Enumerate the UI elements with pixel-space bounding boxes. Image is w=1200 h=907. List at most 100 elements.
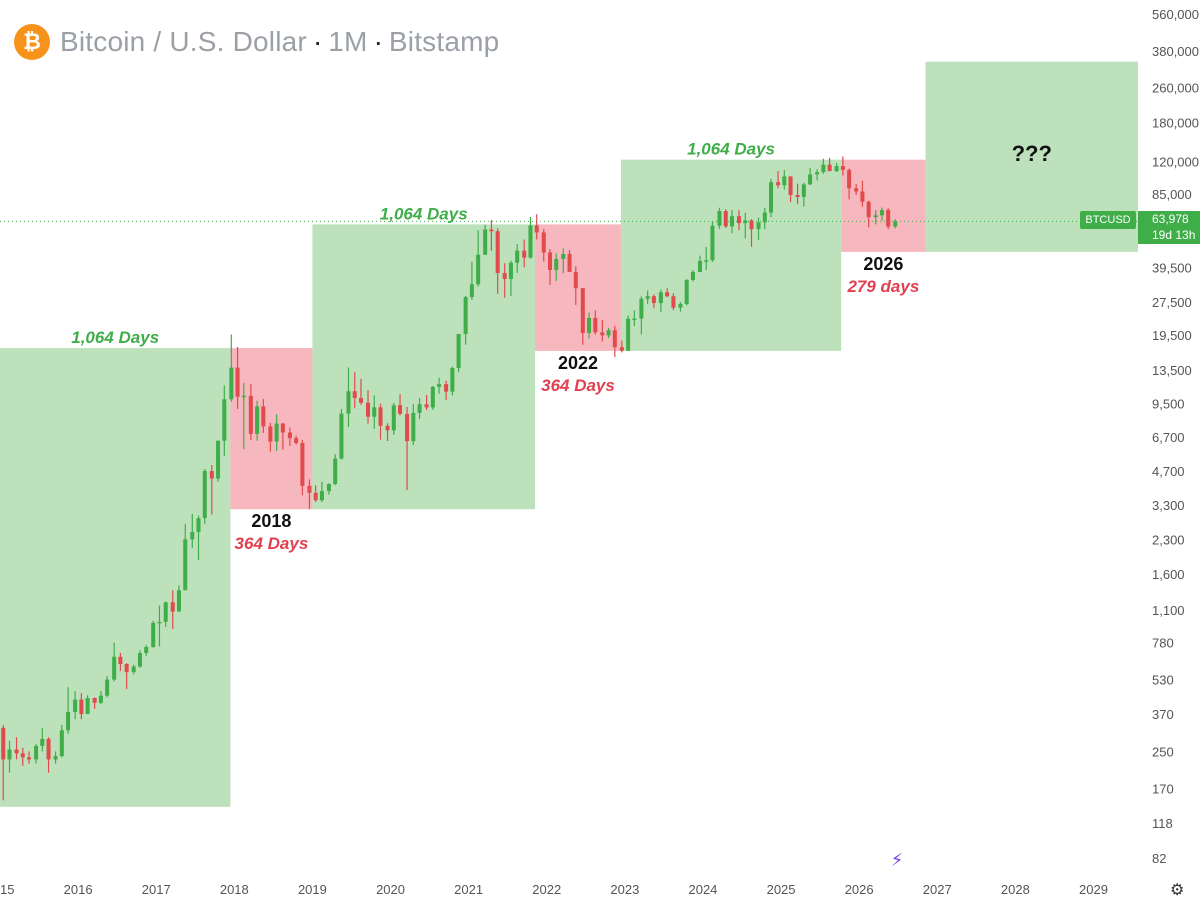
- candle-body: [170, 602, 175, 612]
- candle-countdown: 19d 13h: [1152, 228, 1196, 242]
- candle-body: [372, 407, 377, 417]
- candle-body: [893, 221, 898, 227]
- candle-body: [430, 386, 435, 408]
- y-axis-tick-label: 13,500: [1152, 363, 1192, 378]
- bull-cycle-box-4: [620, 159, 842, 351]
- x-axis-tick-label: 2028: [1001, 882, 1030, 897]
- candle-body: [437, 384, 442, 387]
- x-axis-tick-label: 2016: [64, 882, 93, 897]
- candle-body: [124, 663, 129, 673]
- bull-cycle-box-0: [0, 348, 231, 807]
- x-axis-tick-label: 2025: [767, 882, 796, 897]
- settings-gear-icon[interactable]: ⚙: [1170, 882, 1185, 899]
- candle-body: [665, 292, 670, 297]
- candle-body: [346, 391, 351, 414]
- y-axis-tick-label: 530: [1152, 673, 1174, 688]
- candle-body: [632, 318, 637, 321]
- candle-body: [547, 252, 553, 270]
- candle-body: [216, 440, 221, 479]
- y-axis-tick-label: 2,300: [1152, 532, 1185, 547]
- candle-body: [749, 220, 754, 230]
- candle-body: [294, 438, 299, 443]
- y-axis-tick-label: 4,700: [1152, 464, 1185, 479]
- candle-body: [385, 425, 390, 431]
- candle-body: [163, 602, 168, 622]
- candle-body: [183, 539, 188, 591]
- y-axis-tick-label: 27,500: [1152, 295, 1192, 310]
- x-axis-tick-label: 2018: [220, 882, 249, 897]
- candle-body: [235, 367, 240, 397]
- y-axis-tick-label: 120,000: [1152, 154, 1199, 169]
- candle-body: [59, 730, 64, 757]
- x-axis-tick-label: 2019: [298, 882, 327, 897]
- candle-body: [20, 753, 25, 758]
- candle-body: [801, 184, 806, 198]
- candle-body: [274, 423, 279, 442]
- x-axis-tick-label: 2027: [923, 882, 952, 897]
- bitcoin-icon: ₿: [14, 24, 50, 60]
- candle-body: [190, 532, 195, 540]
- candle-body: [261, 406, 266, 427]
- candle-body: [600, 332, 605, 336]
- candle-body: [73, 699, 78, 712]
- bear-cycle-box-3: [535, 224, 621, 351]
- candle-body: [424, 404, 429, 408]
- bull-duration-label: 1,064 Days: [380, 204, 468, 223]
- candle-body: [795, 194, 800, 198]
- candle-body: [821, 164, 826, 173]
- candle-body: [704, 260, 709, 262]
- candle-body: [202, 470, 207, 519]
- candle-body: [743, 220, 748, 224]
- candle-body: [567, 253, 572, 272]
- candle-body: [541, 232, 546, 253]
- candle-body: [14, 749, 19, 754]
- candle-body: [46, 738, 51, 760]
- y-axis-tick-label: 19,500: [1152, 328, 1192, 343]
- candle-body: [593, 317, 598, 333]
- candle-body: [118, 656, 123, 664]
- candle-body: [463, 297, 468, 334]
- candle-body: [573, 271, 578, 289]
- candle-body: [287, 432, 292, 439]
- bear-duration-label: 364 Days: [235, 534, 309, 553]
- y-axis-tick-label: 6,700: [1152, 430, 1185, 445]
- interval-label[interactable]: 1M: [328, 26, 368, 57]
- candle-body: [34, 745, 39, 760]
- candle-body: [528, 225, 533, 258]
- candle-body: [626, 318, 631, 351]
- y-axis-tick-label: 39,500: [1152, 260, 1192, 275]
- symbol-title[interactable]: Bitcoin / U.S. Dollar: [60, 26, 307, 57]
- candle-body: [854, 188, 859, 192]
- candle-body: [554, 258, 559, 270]
- candle-body: [391, 405, 396, 431]
- candle-body: [255, 406, 260, 434]
- candle-body: [339, 413, 344, 459]
- candle-body: [879, 209, 884, 216]
- candle-body: [85, 698, 90, 714]
- candle-body: [736, 216, 742, 224]
- candle-body: [645, 296, 650, 299]
- candle-body: [131, 666, 136, 673]
- candle-body: [684, 280, 689, 304]
- x-axis-tick-label: 2026: [845, 882, 874, 897]
- candle-body: [98, 695, 103, 703]
- candle-body: [137, 653, 142, 667]
- candle-body: [229, 367, 234, 400]
- separator: ·: [312, 26, 323, 57]
- candle-body: [690, 271, 695, 281]
- y-axis-tick-label: 370: [1152, 707, 1174, 722]
- candle-body: [619, 347, 624, 351]
- bear-duration-label: 364 Days: [541, 376, 615, 395]
- y-axis-tick-label: 9,500: [1152, 397, 1185, 412]
- candle-body: [469, 284, 474, 298]
- candle-body: [671, 296, 676, 308]
- candle-body: [319, 491, 324, 501]
- x-axis-tick-label: 2023: [610, 882, 639, 897]
- candle-body: [105, 679, 110, 696]
- x-axis-tick-label: 2022: [532, 882, 561, 897]
- candle-body: [840, 166, 845, 170]
- bear-year-label: 2018: [251, 511, 291, 531]
- candle-body: [697, 260, 702, 272]
